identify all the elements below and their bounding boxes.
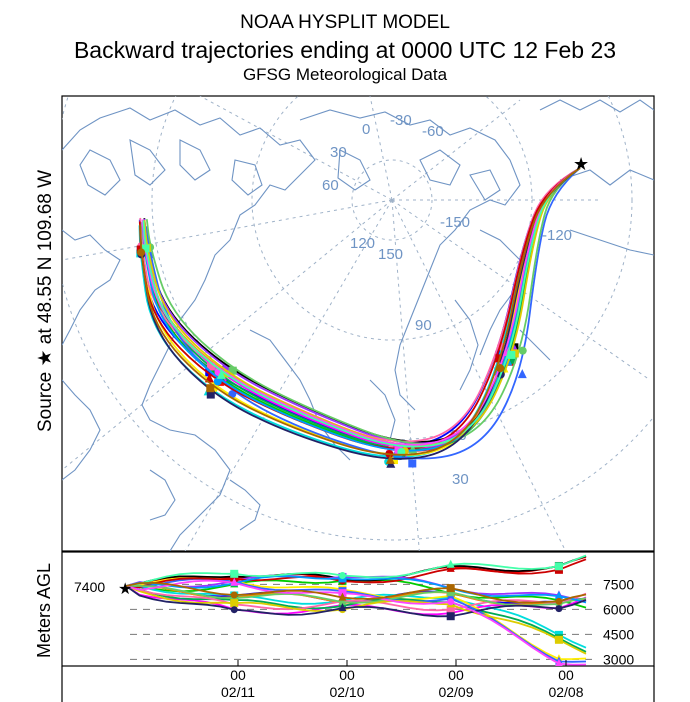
map-marker: [507, 350, 516, 359]
map-frame: [61, 95, 655, 552]
grid-label: 30: [330, 144, 347, 161]
map-marker: [408, 459, 417, 468]
chart-title: Backward trajectories ending at 0000 UTC…: [73, 37, 617, 63]
height-marker: [446, 559, 455, 568]
map-marker: [206, 384, 215, 393]
height-trajectory-line: [125, 554, 587, 587]
height-marker: [447, 598, 455, 606]
height-trajectory-line: [125, 575, 587, 604]
map-trajectory-line: [138, 167, 581, 450]
x-tick-hour: 00: [339, 667, 355, 683]
height-marker: [555, 597, 563, 605]
base-map: 0 -30 -60 30 60 -150 120 150 -120 90 60 …: [62, 96, 654, 551]
map-marker: [206, 390, 215, 399]
map-marker: [507, 355, 516, 364]
grid-label: -120: [542, 227, 572, 244]
x-tick-date: 02/09: [438, 684, 473, 700]
height-marker: [446, 563, 455, 572]
height-trajectory-line: [125, 558, 587, 589]
grid-label: 0: [362, 121, 370, 138]
grid-label: -60: [422, 123, 444, 140]
height-marker: [230, 599, 239, 608]
model-title: NOAA HYSPLIT MODEL: [240, 12, 450, 33]
height-marker: [554, 562, 563, 571]
height-marker: [230, 569, 239, 578]
y-tick-label: 3000: [603, 651, 634, 667]
map-marker: [206, 362, 215, 371]
map-marker: [393, 451, 402, 460]
grid-label: 120: [350, 235, 375, 252]
height-marker: [338, 592, 347, 601]
height-marker: [555, 605, 563, 613]
x-tick-date: 02/10: [329, 684, 364, 700]
height-marker: [338, 572, 346, 580]
map-trajectory-line: [139, 167, 581, 456]
height-marker: [555, 658, 563, 666]
height-marker: [446, 588, 455, 597]
height-trajectory-line: [125, 581, 587, 604]
map-trajectories: [136, 167, 581, 468]
source-star-icon: ★: [573, 154, 589, 175]
map-marker: [216, 369, 226, 379]
data-source-title: GFSG Meteorological Data: [242, 65, 448, 84]
height-marker: [554, 591, 563, 600]
map-marker: [141, 244, 150, 253]
grid-label: 30: [452, 471, 469, 488]
grid-label: 90: [415, 317, 432, 334]
map-marker: [228, 366, 237, 375]
height-trajectory-line: [125, 579, 587, 666]
y-tick-label: 6000: [603, 601, 634, 617]
map-marker: [496, 364, 505, 373]
height-marker: [446, 584, 455, 593]
coastlines: [62, 99, 654, 551]
map-marker: [385, 454, 395, 464]
height-marker: [338, 603, 347, 612]
height-marker: [446, 612, 455, 621]
x-tick-date: 02/11: [221, 684, 255, 700]
map-marker: [137, 248, 146, 257]
height-marker: [446, 605, 455, 614]
height-marker: [554, 635, 563, 644]
map-marker: [205, 368, 214, 377]
height-trajectory-line: [125, 585, 587, 618]
height-marker: [230, 591, 238, 599]
map-marker: [389, 456, 398, 465]
y-tick-labels: 7500 6000 4500 3000: [603, 576, 634, 667]
height-marker: [230, 606, 238, 614]
height-trajectory-line: [125, 574, 587, 604]
x-tick-hour: 00: [558, 667, 574, 683]
source-height-label: 7400: [74, 579, 105, 595]
x-tick-date: 02/08: [548, 684, 583, 700]
grid-label: -150: [440, 214, 470, 231]
x-tick-hour: 00: [230, 667, 246, 683]
y-tick-label: 7500: [603, 576, 634, 592]
height-trajectories: [125, 554, 587, 666]
height-trajectory-line: [125, 585, 587, 612]
map-marker: [213, 377, 222, 386]
y-tick-label: 4500: [603, 626, 634, 642]
height-marker: [338, 597, 347, 606]
map-marker: [518, 346, 527, 355]
height-marker: [230, 577, 239, 586]
grid-label: 60: [322, 177, 339, 194]
source-star-height-icon: ★: [118, 579, 132, 598]
map-trajectory-line: [145, 167, 581, 445]
x-tick-hour: 00: [448, 667, 464, 683]
height-trajectory-line: [126, 585, 587, 607]
map-marker: [517, 369, 527, 379]
graticule-labels: 0 -30 -60 30 60 -150 120 150 -120 90 60 …: [322, 112, 572, 488]
map-trajectory-line: [142, 167, 581, 448]
grid-label: -30: [390, 112, 412, 129]
graticule: [62, 96, 654, 551]
grid-label: 150: [378, 246, 403, 263]
